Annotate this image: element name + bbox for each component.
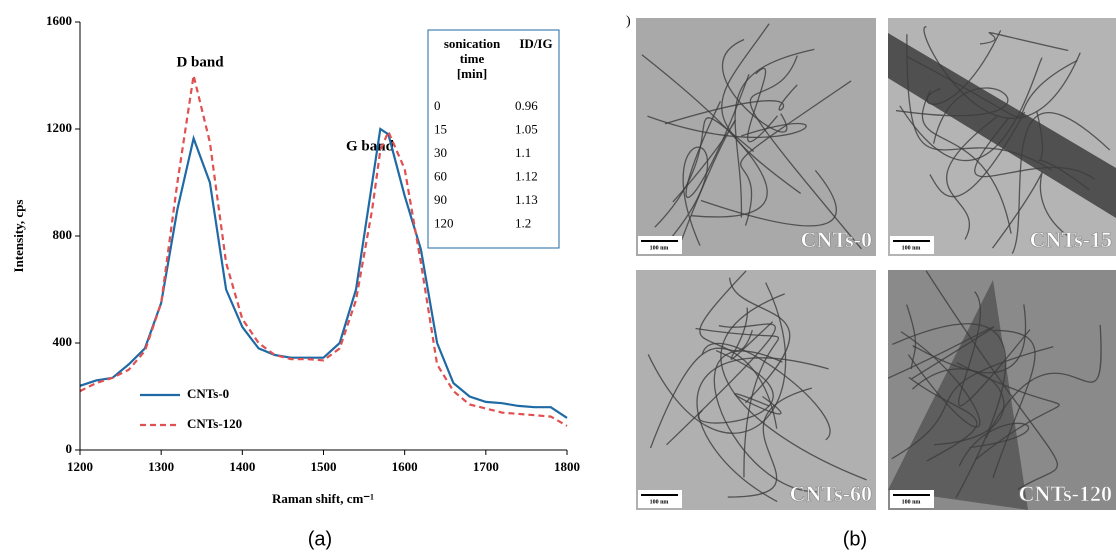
texture <box>636 18 876 256</box>
nanotube <box>888 326 995 380</box>
nanotube <box>1011 112 1111 254</box>
scale-label: 100 nm <box>902 245 921 251</box>
tem-image: 100 nm CNTs-60 <box>636 270 876 510</box>
table-cell: 120 <box>434 215 454 230</box>
texture <box>888 18 1116 256</box>
nanotube <box>720 293 867 481</box>
table-header: ID/IG <box>519 36 552 51</box>
nanotube <box>907 56 1078 118</box>
table-cell: 60 <box>434 168 447 183</box>
x-tick-label: 1700 <box>473 459 499 474</box>
inset-table-frame <box>427 29 560 249</box>
image-label: CNTs-60 <box>790 481 872 506</box>
nanotube <box>666 323 776 446</box>
tem-background <box>636 270 876 510</box>
panel-label: ) <box>626 14 631 29</box>
annotation: G band <box>346 138 395 154</box>
x-tick-label: 1500 <box>311 459 337 474</box>
nanotube <box>656 146 709 255</box>
y-tick-label: 0 <box>66 441 73 456</box>
y-tick-label: 400 <box>53 334 73 349</box>
table-cell: 90 <box>434 192 447 207</box>
nanotube <box>647 115 807 139</box>
image-label: CNTs-0 <box>801 227 872 252</box>
table-cell: 30 <box>434 145 447 160</box>
tem-image: 100 nm CNTs-120 <box>888 270 1116 510</box>
nanotube <box>956 362 1060 461</box>
texture <box>636 270 876 510</box>
image-label: CNTs-15 <box>1030 227 1112 252</box>
caption: (b) <box>843 528 867 550</box>
nanotube <box>929 111 1026 198</box>
nanotube <box>908 376 978 462</box>
x-tick-label: 1200 <box>67 459 93 474</box>
nanotube <box>664 84 798 125</box>
table-cell: 1.1 <box>515 145 531 160</box>
table-header: sonication time [min] <box>444 36 501 81</box>
nanotube <box>730 307 774 360</box>
nanotube <box>899 57 1043 161</box>
film <box>888 280 1028 510</box>
nanotube <box>992 329 1036 478</box>
nanotube <box>991 171 1068 249</box>
nanotube <box>979 32 1069 52</box>
x-tick-label: 1400 <box>229 459 255 474</box>
nanotube <box>958 291 1031 407</box>
nanotube <box>734 48 815 218</box>
texture <box>888 270 1116 510</box>
nanotube <box>906 304 917 370</box>
nanotube <box>701 342 831 441</box>
table-cell: 0.96 <box>515 98 538 113</box>
scale-label: 100 nm <box>650 499 669 505</box>
nanotube <box>921 90 1012 234</box>
table-cell: 15 <box>434 121 447 136</box>
nanotube <box>985 324 1102 439</box>
nanotube <box>906 34 1052 171</box>
table-cell: 1.05 <box>515 121 538 136</box>
data-line <box>79 75 568 427</box>
nanotube <box>649 329 753 449</box>
nanotube <box>926 30 1002 105</box>
y-tick-label: 1600 <box>46 13 72 28</box>
nanotube <box>721 38 788 133</box>
y-tick-label: 800 <box>53 227 73 242</box>
tem-image: 100 nm CNTs-0 <box>636 18 876 256</box>
nanotube <box>923 26 1081 119</box>
nanotube <box>695 327 780 478</box>
nanotube <box>699 270 778 429</box>
nanotube <box>946 116 998 240</box>
x-tick-label: 1800 <box>554 459 580 474</box>
nanotube <box>895 87 1009 144</box>
legend-label: CNTs-120 <box>187 416 242 431</box>
table-cell: 1.12 <box>515 168 538 183</box>
scale-label: 100 nm <box>902 499 921 505</box>
tem-image: 100 nm CNTs-15 <box>888 18 1116 256</box>
nanotube <box>647 282 787 434</box>
scale-label: 100 nm <box>650 245 669 251</box>
nanotube <box>721 23 801 194</box>
x-tick-label: 1300 <box>148 459 174 474</box>
nanotube <box>734 393 782 415</box>
nanotube <box>974 117 1096 180</box>
x-tick-label: 1600 <box>392 459 418 474</box>
nanotube <box>740 80 852 226</box>
image-label: CNTs-120 <box>1019 481 1112 506</box>
caption: (a) <box>308 528 332 550</box>
table-cell: 1.13 <box>515 192 538 207</box>
annotation: D band <box>176 54 224 70</box>
nanotube <box>696 357 829 503</box>
table-cell: 1.2 <box>515 215 531 230</box>
nanotube <box>925 270 1059 490</box>
legend-label: CNTs-0 <box>187 386 229 401</box>
nanotube <box>1036 111 1090 191</box>
nanotube <box>641 54 768 218</box>
nanotube <box>911 368 1005 446</box>
nanotube <box>749 55 862 250</box>
x-axis-label: Raman shift, cm⁻¹ <box>272 491 374 506</box>
table-cell: 0 <box>434 98 441 113</box>
y-axis-label: Intensity, cps <box>11 200 26 273</box>
y-tick-label: 1200 <box>46 120 72 135</box>
